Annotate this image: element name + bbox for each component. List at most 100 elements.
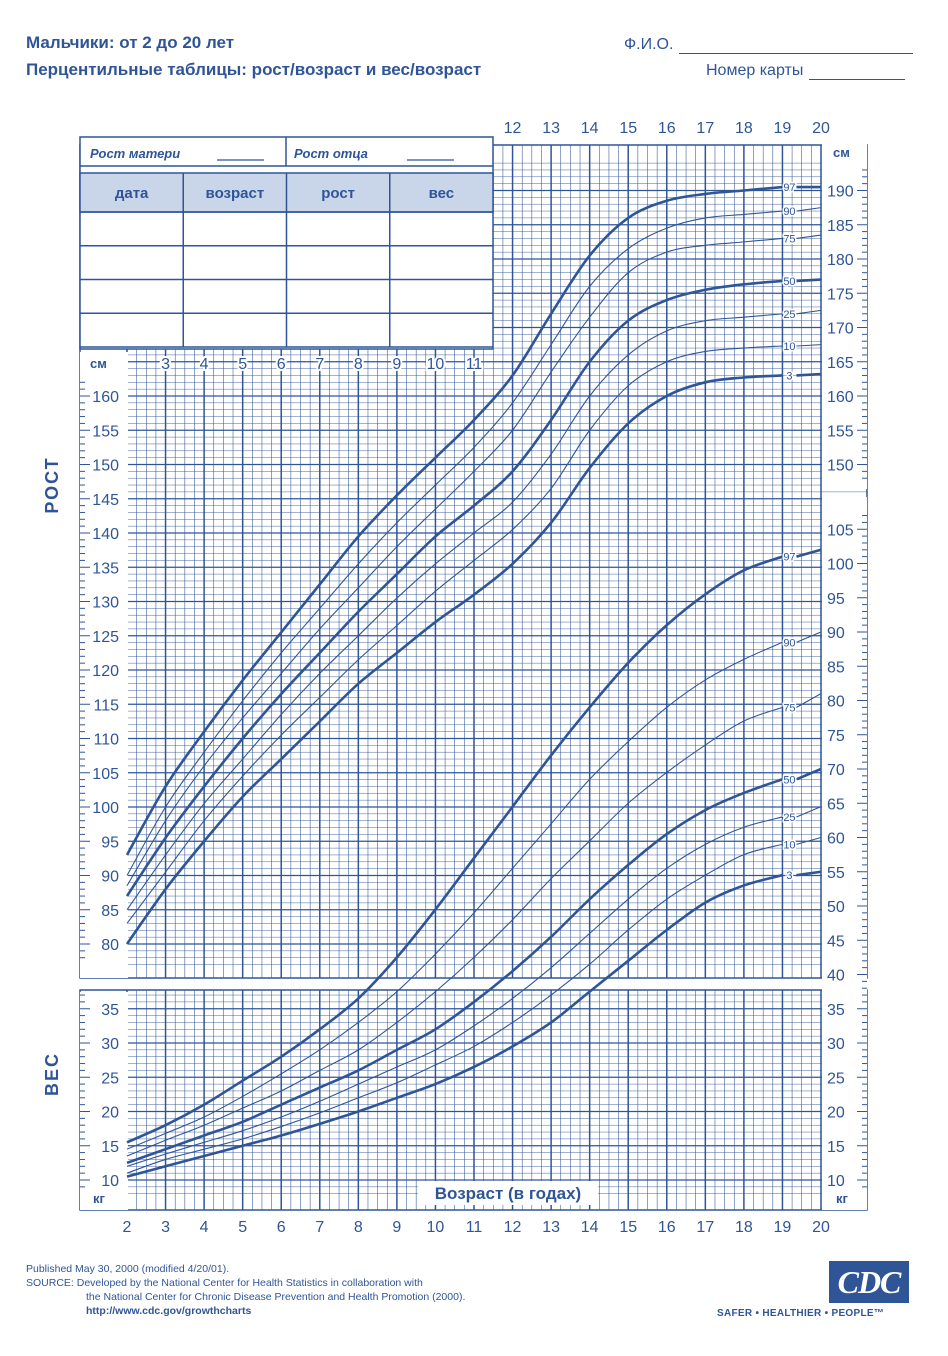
- y-tick-label-height-right: 180: [827, 252, 854, 269]
- weight-curve-end: [796, 631, 822, 643]
- form-column-header: дата: [115, 185, 149, 202]
- x-tick-label: 3: [161, 1219, 170, 1236]
- weight-percentile-label: 90: [783, 637, 795, 649]
- height-curve-p25: [126, 313, 783, 911]
- y-tick-label-height: 155: [92, 423, 119, 440]
- x-tick-label: 6: [277, 1219, 286, 1236]
- y-tick-label-weight-right: 15: [827, 1139, 845, 1156]
- y-tick-label-weight-right: 75: [827, 728, 845, 745]
- weight-curve-end: [796, 548, 822, 558]
- y-tick-label-height: 90: [101, 869, 119, 886]
- card-number-field[interactable]: Номер карты: [706, 62, 906, 80]
- father-height-label: Рост отца: [294, 146, 368, 161]
- y-tick-label-weight-right: 95: [827, 591, 845, 608]
- x-axis-label: Возраст (в годах): [435, 1184, 581, 1203]
- y-tick-label-weight: 15: [101, 1139, 119, 1156]
- y-tick-label-height-right: 170: [827, 321, 854, 338]
- form-entry-row[interactable]: [82, 315, 491, 345]
- height-curve-p90: [126, 210, 783, 876]
- weight-curve-p10: [126, 843, 783, 1174]
- x-tick-label-mid: 8: [354, 356, 363, 373]
- height-percentile-label: 3: [786, 370, 792, 382]
- form-entry-row[interactable]: [82, 248, 491, 278]
- y-tick-label-weight-right: 50: [827, 899, 845, 916]
- height-percentile-label: 75: [783, 233, 795, 245]
- form-entry-row[interactable]: [82, 282, 491, 312]
- y-tick-label-weight: 25: [101, 1070, 119, 1087]
- weight-curve-end: [796, 836, 822, 845]
- height-percentile-label: 50: [783, 276, 795, 288]
- x-tick-label: 4: [200, 1219, 209, 1236]
- left-scale-strip: [80, 352, 128, 978]
- y-tick-label-weight-right: 100: [827, 557, 854, 574]
- height-curve-end: [796, 344, 822, 347]
- form-column-header: рост: [321, 185, 355, 202]
- x-tick-label-top: 20: [812, 120, 830, 137]
- right-weight-scale-strip: [822, 497, 867, 1210]
- weight-curve-end: [795, 767, 822, 781]
- height-curve-p50: [125, 279, 783, 897]
- weight-curve-end: [796, 870, 822, 877]
- weight-curve-p25: [126, 816, 783, 1167]
- x-tick-label-top: 14: [581, 120, 599, 137]
- height-curve-end: [796, 309, 822, 315]
- weight-percentile-label: 25: [783, 812, 795, 824]
- footer-source-cont: the National Center for Chronic Disease …: [86, 1291, 466, 1303]
- x-tick-label-mid: 6: [277, 356, 286, 373]
- x-tick-label-mid: 9: [392, 356, 401, 373]
- height-percentile-label: 90: [783, 206, 795, 218]
- height-percentile-label: 97: [783, 182, 795, 194]
- y-tick-label-height: 110: [93, 732, 119, 749]
- x-tick-label: 17: [696, 1219, 714, 1236]
- x-tick-label: 11: [466, 1219, 483, 1236]
- y-tick-label-weight-right: 70: [827, 762, 845, 779]
- weight-unit-right: кг: [836, 1191, 849, 1206]
- height-curve-end: [796, 234, 822, 239]
- footer-url[interactable]: http://www.cdc.gov/growthcharts: [86, 1305, 252, 1317]
- y-tick-label-weight-right: 90: [827, 625, 845, 642]
- x-tick-label-top: 18: [735, 120, 753, 137]
- card-line[interactable]: [809, 65, 906, 80]
- cdc-tagline: SAFER • HEALTHIER • PEOPLE™: [717, 1308, 885, 1319]
- x-tick-label-top: 19: [774, 120, 792, 137]
- y-tick-label-height: 130: [92, 595, 119, 612]
- y-tick-label-height: 135: [92, 560, 119, 577]
- x-tick-label-top: 12: [504, 120, 522, 137]
- y-tick-label-weight-right: 35: [827, 1002, 845, 1019]
- y-tick-label-height: 150: [92, 458, 119, 475]
- y-tick-label-weight-right: 20: [827, 1105, 845, 1122]
- weight-percentile-label: 3: [786, 870, 792, 882]
- height-axis-label: РОСТ: [42, 456, 62, 513]
- x-tick-label: 10: [427, 1219, 445, 1236]
- weight-curve-p50: [126, 778, 783, 1165]
- y-tick-label-height: 140: [92, 526, 119, 543]
- x-tick-label-mid: 10: [427, 356, 445, 373]
- y-tick-label-weight-right: 60: [827, 831, 845, 848]
- form-entry-row[interactable]: [82, 214, 491, 244]
- y-tick-label-weight-right: 55: [827, 865, 845, 882]
- x-tick-label: 14: [581, 1219, 599, 1236]
- x-tick-label-mid: 3: [161, 356, 170, 373]
- y-tick-label-height: 120: [92, 663, 119, 680]
- name-line[interactable]: [679, 39, 914, 54]
- weight-percentile-label: 10: [783, 839, 795, 851]
- y-tick-label-weight: 20: [101, 1105, 119, 1122]
- y-tick-label-height-right: 185: [827, 218, 854, 235]
- y-tick-label-weight: 35: [101, 1002, 119, 1019]
- x-tick-label: 5: [238, 1219, 247, 1236]
- height-unit-right: см: [833, 145, 850, 160]
- footer-published: Published May 30, 2000 (modified 4/20/01…: [26, 1263, 230, 1275]
- mother-height-label: Рост матери: [90, 146, 180, 161]
- height-curve-p75: [126, 237, 783, 887]
- y-tick-label-height-right: 190: [827, 184, 854, 201]
- card-label: Номер карты: [706, 62, 804, 79]
- x-tick-label: 16: [658, 1219, 676, 1236]
- x-tick-label-top: 15: [619, 120, 637, 137]
- x-tick-label-mid: 11: [466, 356, 483, 373]
- y-tick-label-height: 145: [92, 492, 119, 509]
- y-tick-label-weight-right: 80: [827, 694, 845, 711]
- x-tick-label: 20: [812, 1219, 830, 1236]
- y-tick-label-height-right: 175: [827, 286, 854, 303]
- name-field[interactable]: Ф.И.О.: [624, 36, 914, 54]
